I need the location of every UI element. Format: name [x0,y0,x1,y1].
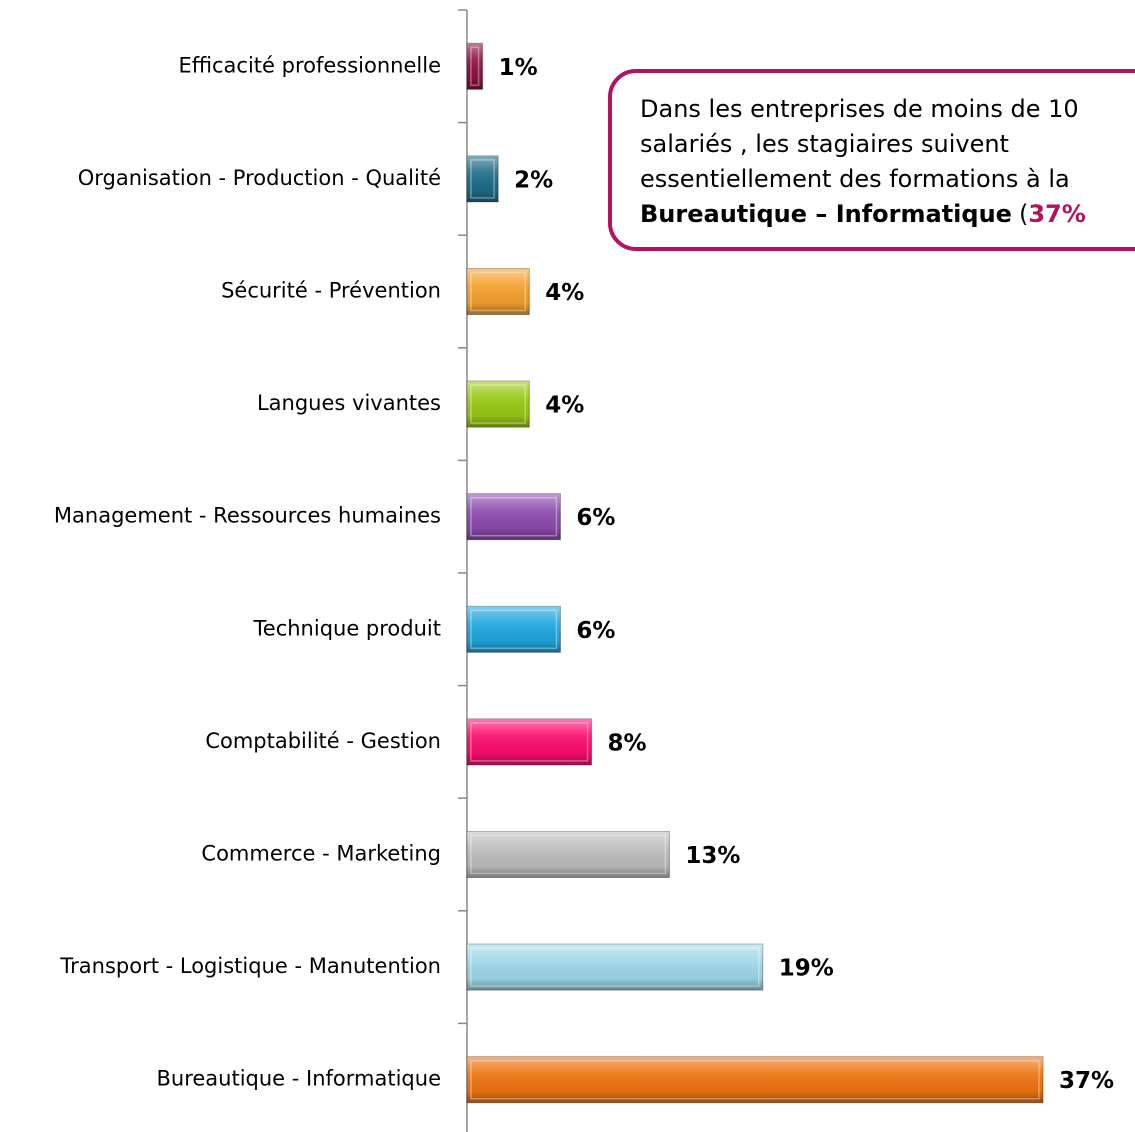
category-label: Organisation - Production - Qualité [78,166,441,190]
bar-bevel [470,834,667,875]
value-label: 1% [499,55,538,81]
annotation-line: salariés , les stagiaires suivent [640,130,1009,158]
bar-shine [467,381,530,428]
bar-shine [467,1056,1043,1103]
bar-shine [467,606,561,653]
bar-bevel [470,159,495,199]
plot-area: Efficacité professionnelle 1% Organisation… [54,9,1114,1104]
value-label: 6% [576,618,615,644]
category-label: Efficacité professionnelle [178,53,441,77]
bar-bevel [470,609,558,650]
bar-shine [467,268,530,315]
category-label: Sécurité - Prévention [221,279,441,303]
category-label: Technique produit [253,616,441,640]
value-label: 2% [514,167,553,193]
value-label: 6% [576,505,615,531]
annotation-line: essentiellement des formations à la [640,165,1070,193]
bar-shine [467,831,670,878]
bar-bevel [470,384,527,424]
bar-bevel [470,496,558,537]
annotation-paren: ( [1019,200,1028,228]
bar-shine [467,718,592,765]
bar-bevel [470,46,480,87]
category-label: Commerce - Marketing [201,842,441,866]
category-label: Bureautique - Informatique [156,1067,441,1091]
annotation-line: Bureautique – Informatique (37% [640,200,1086,228]
annotation-highlight: 37% [1028,200,1085,228]
category-label: Comptabilité - Gestion [205,729,441,753]
bar-shine [467,43,483,90]
category-label: Langues vivantes [257,391,441,415]
value-label: 37% [1059,1068,1114,1094]
annotation-bold: Bureautique – Informatique [640,200,1012,228]
bar-shine [467,493,561,540]
bar-bevel [470,1059,1040,1100]
bar-shine [467,155,499,202]
bar-bevel [470,947,760,987]
bar-bevel [470,722,589,762]
bar-shine [467,944,763,991]
value-label: 13% [685,843,740,869]
annotation-box [608,69,1135,251]
value-label: 4% [545,393,584,419]
value-label: 4% [545,280,584,306]
category-label: Management - Ressources humaines [54,504,441,528]
category-label: Transport - Logistique - Manutention [59,954,441,978]
bar-bevel [470,271,527,312]
value-label: 19% [779,956,834,982]
value-label: 8% [608,730,647,756]
annotation-line: Dans les entreprises de moins de 10 [640,95,1079,123]
